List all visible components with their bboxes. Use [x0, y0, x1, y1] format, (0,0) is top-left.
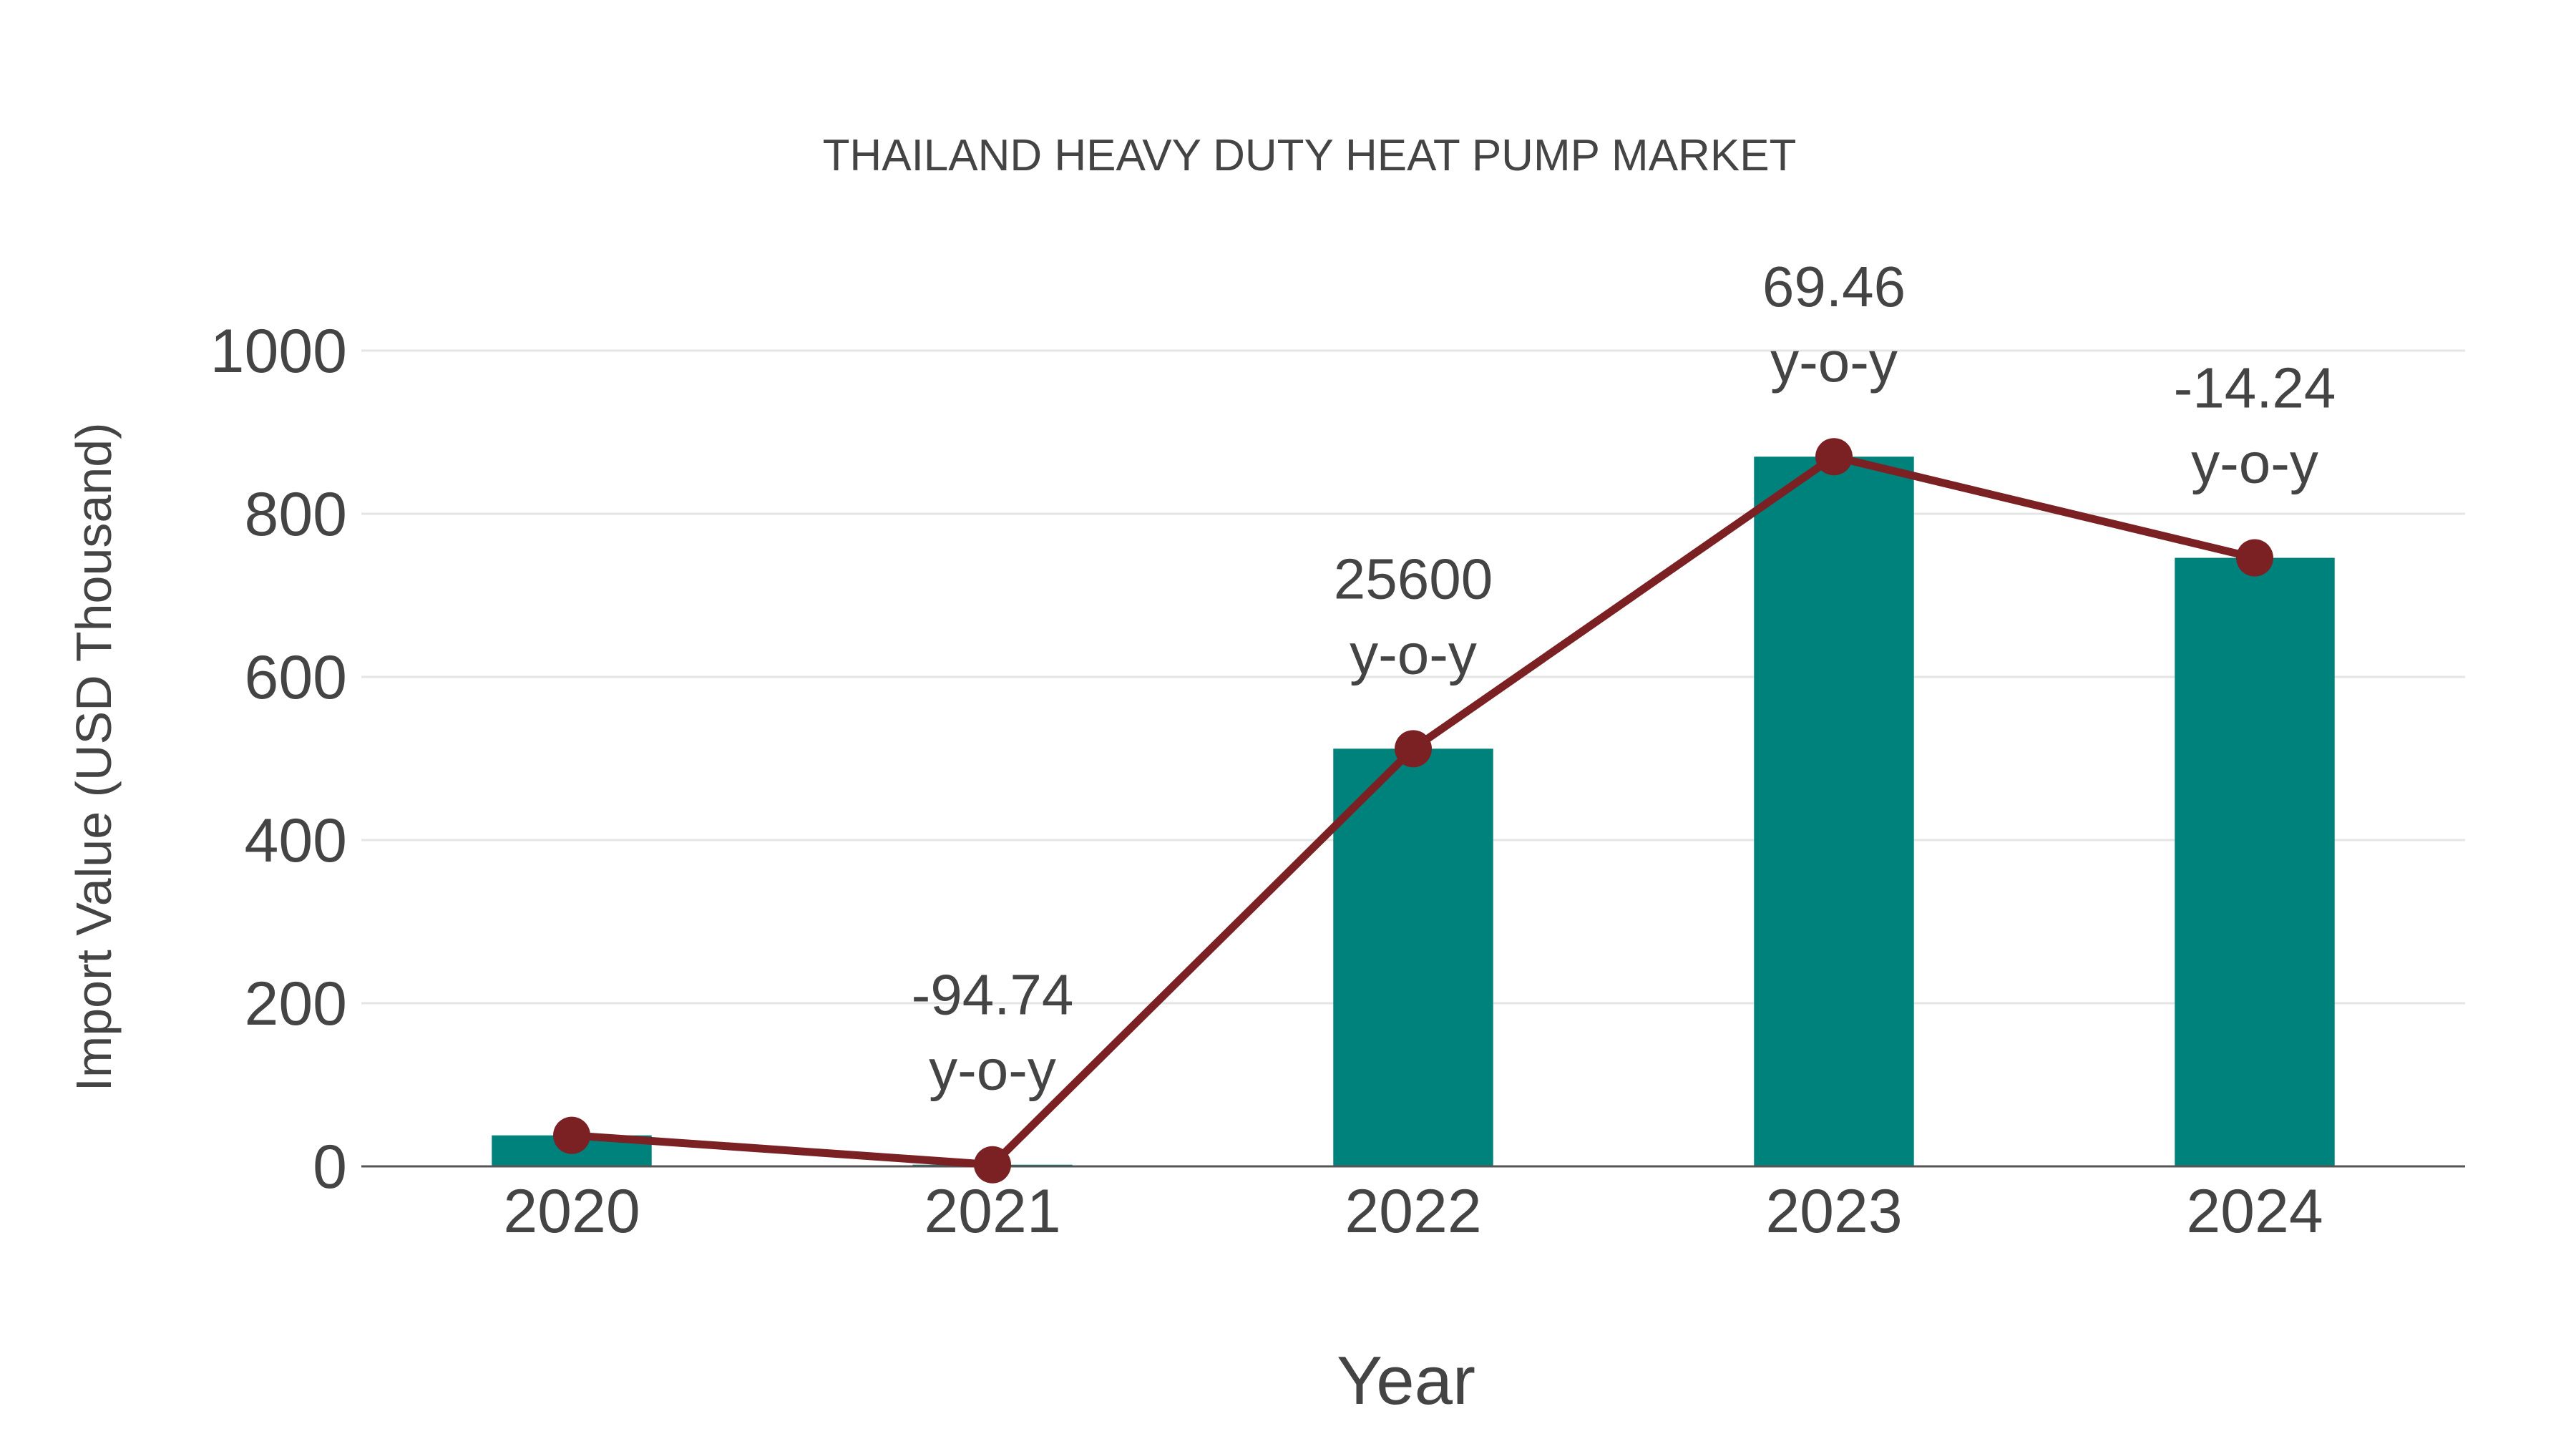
trend-point-2022 — [1395, 730, 1432, 768]
trend-point-2021 — [974, 1146, 1011, 1184]
chart-title: THAILAND HEAVY DUTY HEAT PUMP MARKET — [823, 131, 1797, 180]
yoy-suffix-2022: y-o-y — [1350, 622, 1477, 686]
x-tick-label: 2022 — [1345, 1177, 1481, 1246]
y-tick-label: 600 — [245, 643, 348, 712]
x-tick-label: 2021 — [924, 1177, 1060, 1246]
y-axis-title: Import Value (USD Thousand) — [66, 422, 122, 1091]
gridlines — [361, 349, 2465, 1005]
yoy-value-2024: -14.24 — [2174, 356, 2336, 420]
x-tick-label: 2023 — [1765, 1177, 1902, 1246]
bars — [492, 457, 2335, 1166]
yoy-suffix-2023: y-o-y — [1770, 330, 1898, 394]
y-tick-label: 800 — [245, 480, 348, 549]
x-tick-label: 2020 — [503, 1177, 640, 1246]
yoy-suffix-2024: y-o-y — [2191, 431, 2318, 495]
x-tick-label: 2024 — [2186, 1177, 2323, 1246]
yoy-annotations: -94.74 y-o-y 25600 y-o-y 69.46 y-o-y -14.24 y-o… — [912, 255, 2336, 1102]
yoy-value-2021: -94.74 — [912, 963, 1074, 1027]
x-axis-ticks: 2020 2021 2022 2023 2024 — [503, 1177, 2323, 1246]
trend-point-2024 — [2236, 539, 2273, 577]
y-tick-label: 0 — [313, 1133, 347, 1201]
yoy-value-2023: 69.46 — [1762, 255, 1906, 318]
trend-point-2020 — [553, 1116, 590, 1154]
x-axis-title: Year — [1337, 1342, 1475, 1419]
y-tick-label: 1000 — [210, 317, 347, 386]
yoy-suffix-2021: y-o-y — [929, 1038, 1056, 1102]
trend-line — [553, 438, 2273, 1184]
bar-2024 — [2175, 557, 2335, 1166]
yoy-value-2022: 25600 — [1334, 547, 1493, 610]
y-axis-ticks: 0 200 400 600 800 1000 — [210, 317, 347, 1201]
y-tick-label: 200 — [245, 970, 348, 1038]
bar-2022 — [1333, 748, 1493, 1166]
bar-2023 — [1754, 457, 1914, 1166]
trend-point-2023 — [1815, 438, 1853, 476]
y-tick-label: 400 — [245, 806, 348, 875]
